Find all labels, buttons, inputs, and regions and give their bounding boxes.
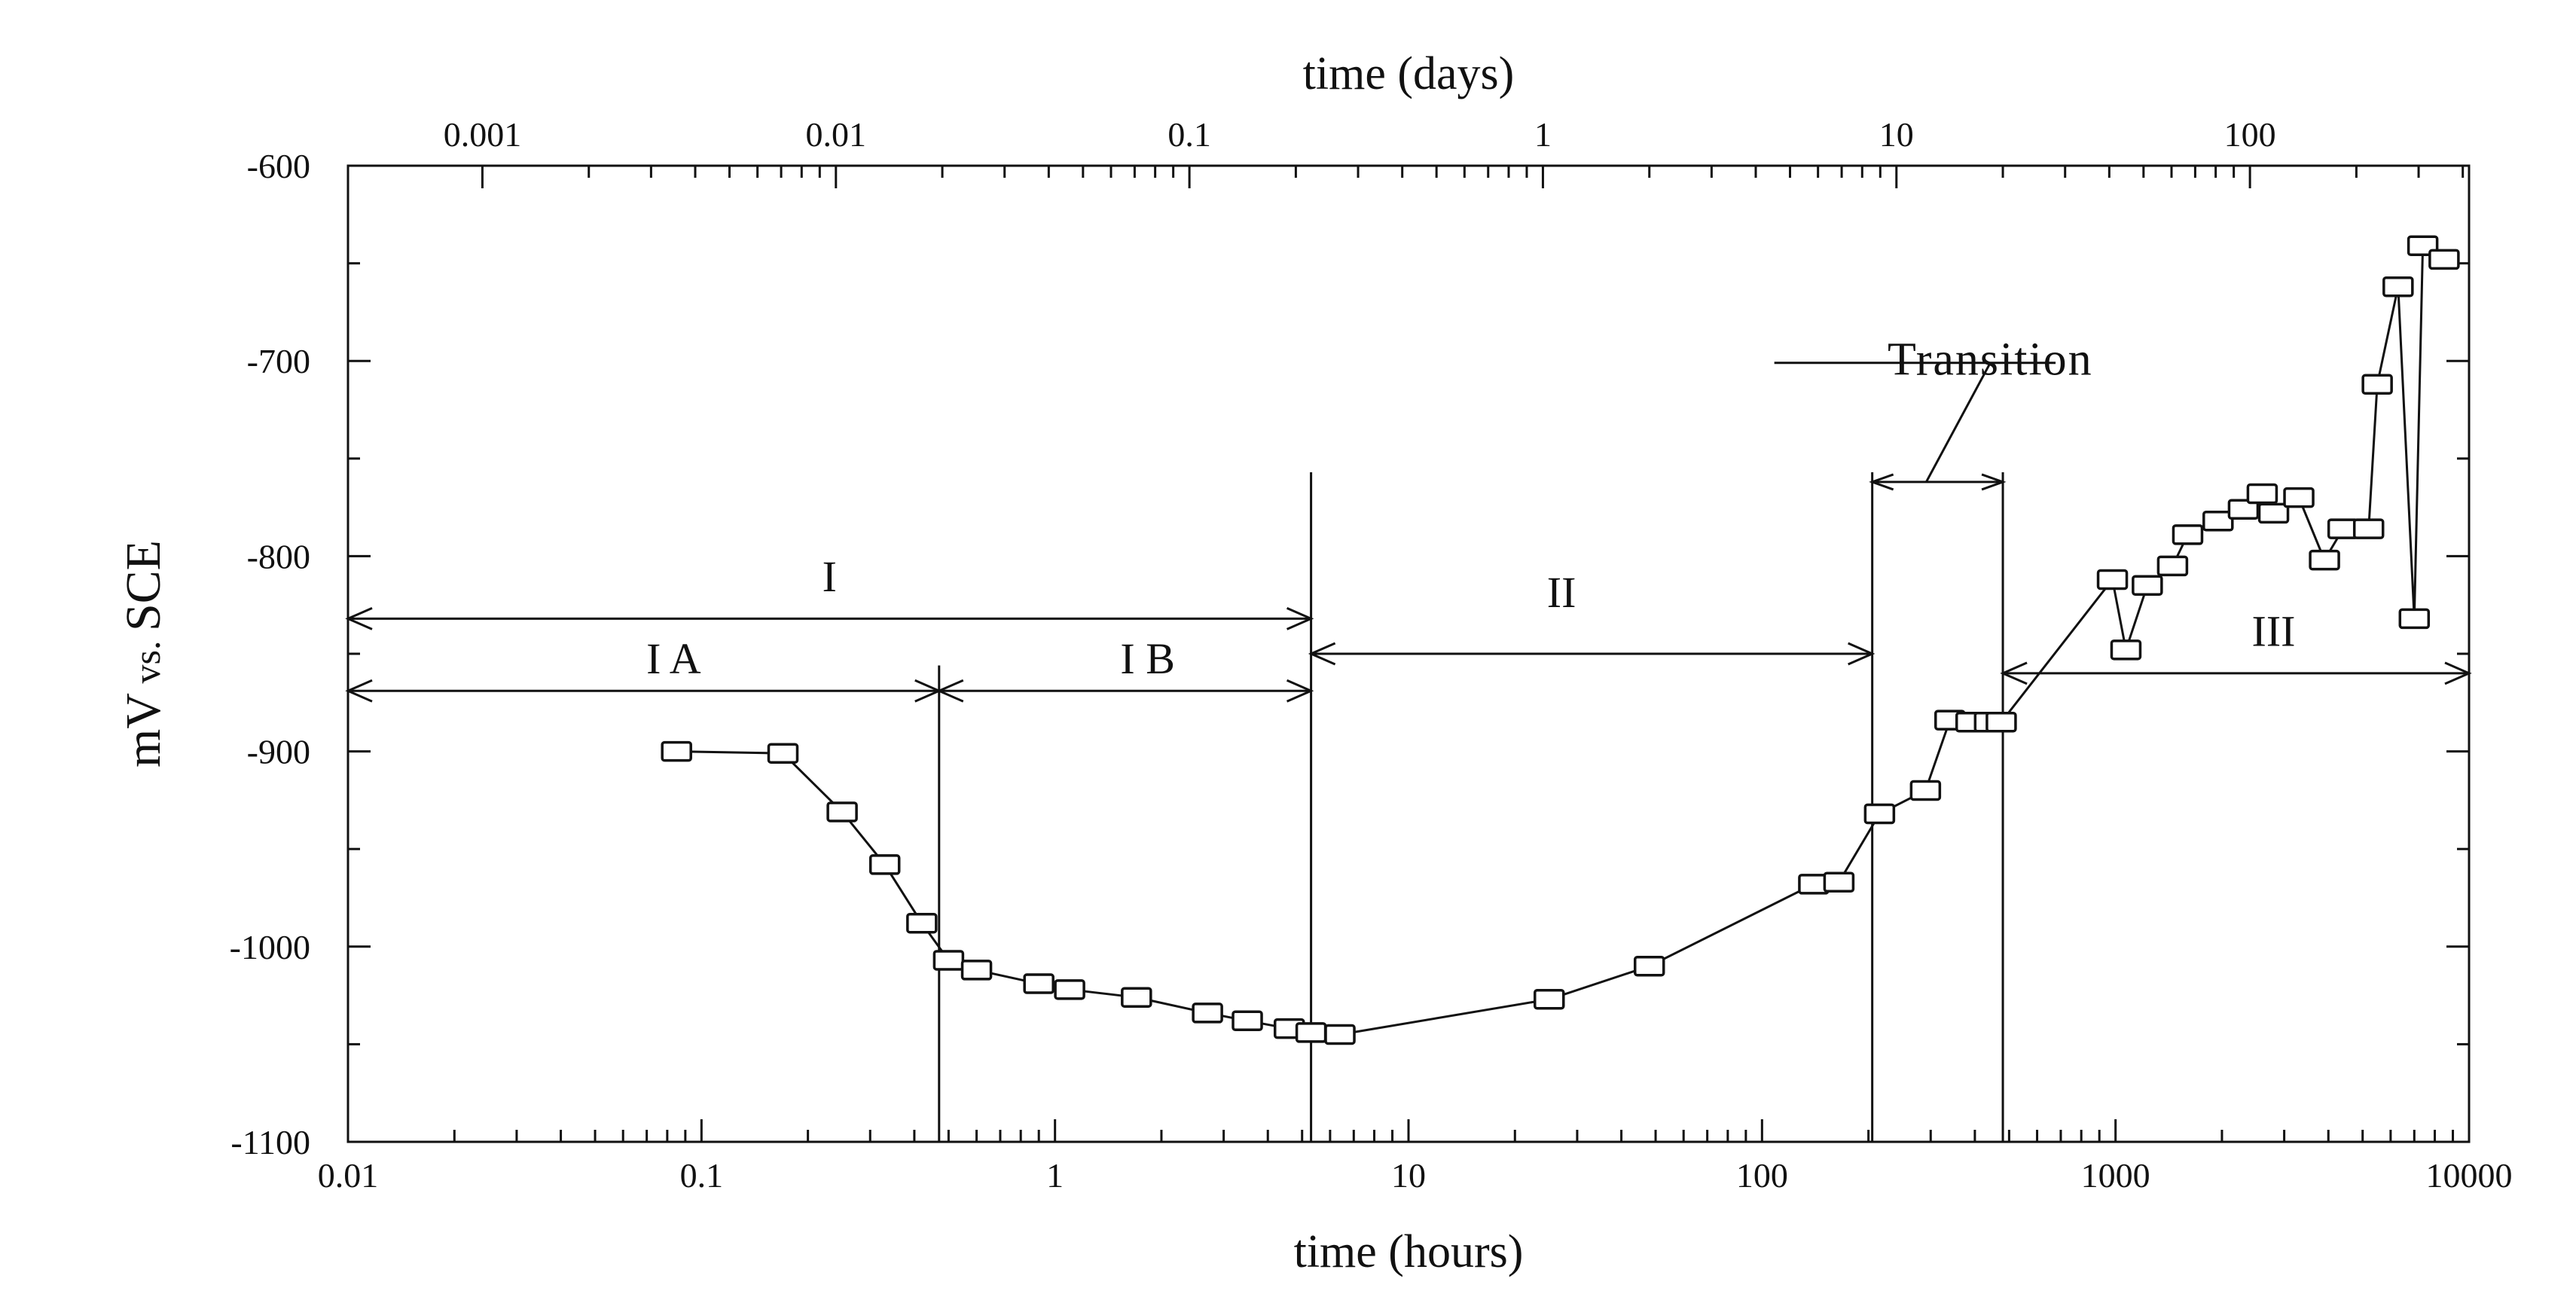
data-point: [960, 960, 993, 981]
data-point: [2096, 569, 2129, 591]
data-point: [2382, 276, 2414, 298]
x2-axis-title: time (days): [1303, 48, 1515, 99]
data-point: [1633, 955, 1665, 977]
data-point: [2352, 518, 2385, 539]
data-point: [1985, 711, 2017, 733]
y-tick-label: -800: [247, 537, 310, 575]
data-point: [906, 912, 938, 934]
arrow-head-left: [936, 679, 964, 703]
arrow-head-left: [345, 679, 373, 703]
data-point: [1324, 1024, 1356, 1045]
region-ia-arrow: [345, 679, 942, 703]
data-point: [2398, 608, 2431, 630]
y-tick-label: -1000: [230, 928, 310, 966]
y-tick-label: -1100: [230, 1123, 310, 1161]
arrow-head-right: [2444, 661, 2472, 685]
x-tick-label: 0.01: [318, 1156, 379, 1195]
y-axis-reference: SCE: [116, 540, 171, 631]
data-point: [2172, 524, 2204, 545]
x-tick-label: 100: [1736, 1156, 1788, 1195]
data-point: [2227, 499, 2260, 520]
region-ib-label: I B: [1120, 634, 1175, 683]
data-point: [767, 743, 799, 764]
y-axis-unit: mV: [116, 693, 171, 768]
tick-labels: 0.01 0.1 1 10 100 1000 10000 0.001 0.01 0.1 1 10 100…: [230, 115, 2513, 1195]
data-point: [2257, 502, 2290, 524]
data-point: [1054, 979, 1085, 1000]
transition-leader-line: [1925, 362, 1992, 483]
region-i-label: I: [823, 552, 837, 601]
transition-arrow-head-right: [1981, 473, 2007, 491]
data-point: [2283, 487, 2315, 508]
x2-tick-label: 0.1: [1167, 115, 1211, 154]
data-point: [826, 801, 858, 822]
y-axis-title: mV vs. SCE: [116, 540, 171, 768]
x2-tick-label: 1: [1534, 115, 1552, 154]
data-point: [2361, 374, 2393, 395]
data-point: [661, 740, 692, 762]
arrow-head-right: [1286, 679, 1314, 703]
x2-tick-label: 0.01: [806, 115, 867, 154]
data-point: [1232, 1010, 1263, 1032]
data-point: [2132, 575, 2163, 597]
arrow-head-right: [1286, 606, 1314, 630]
data-point: [1863, 803, 1896, 825]
arrow-head-left: [2000, 661, 2028, 685]
data-point: [1534, 989, 1565, 1010]
data-point: [2428, 249, 2460, 270]
data-point: [1295, 1022, 1327, 1043]
arrow-head-right: [1848, 642, 1876, 666]
series-line: [676, 243, 2445, 1036]
arrow-head-left: [345, 606, 373, 630]
data-point: [2202, 510, 2234, 532]
region-ii-label: II: [1547, 568, 1576, 617]
data-point: [2110, 639, 2142, 661]
region-ia-label: I A: [646, 634, 701, 683]
x2-tick-label: 100: [2224, 115, 2276, 154]
region-ii-arrow: [1308, 642, 1876, 666]
region-iii-label: III: [2252, 607, 2296, 656]
data-point: [1909, 780, 1942, 801]
axis-ticks: [346, 164, 2469, 1143]
x2-tick-label: 0.001: [444, 115, 522, 154]
transition-label: Transition: [1888, 334, 2093, 385]
y-tick-label: -600: [247, 147, 310, 185]
x2-tick-label: 10: [1879, 115, 1914, 154]
x-tick-label: 1000: [2081, 1156, 2150, 1195]
x-tick-label: 10: [1391, 1156, 1426, 1195]
x-axis-title: time (hours): [1294, 1226, 1524, 1277]
region-annotations: I I A I B II Transition III: [345, 334, 2472, 1142]
x-tick-label: 1: [1046, 1156, 1064, 1195]
data-point: [1192, 1003, 1223, 1024]
x-tick-label: 10000: [2426, 1156, 2513, 1195]
arrow-head-left: [1308, 642, 1336, 666]
data-point: [2156, 555, 2189, 577]
region-iii-arrow: [2000, 661, 2472, 685]
y-axis-vs: vs.: [126, 631, 168, 693]
data-point: [868, 854, 901, 875]
data-point: [932, 950, 965, 971]
y-tick-label: -700: [247, 342, 310, 380]
data-point: [2309, 549, 2340, 571]
data-series: [661, 235, 2460, 1045]
x-tick-label: 0.1: [680, 1156, 724, 1195]
data-point: [2327, 518, 2359, 539]
y-tick-label: -900: [247, 733, 310, 771]
region-i-arrow: [345, 606, 1314, 630]
data-point: [1023, 973, 1055, 994]
data-point: [2246, 483, 2278, 505]
region-ib-arrow: [936, 679, 1314, 703]
transition-arrow-head-left: [1869, 473, 1894, 491]
data-point: [1121, 987, 1152, 1008]
data-point: [1823, 871, 1855, 893]
